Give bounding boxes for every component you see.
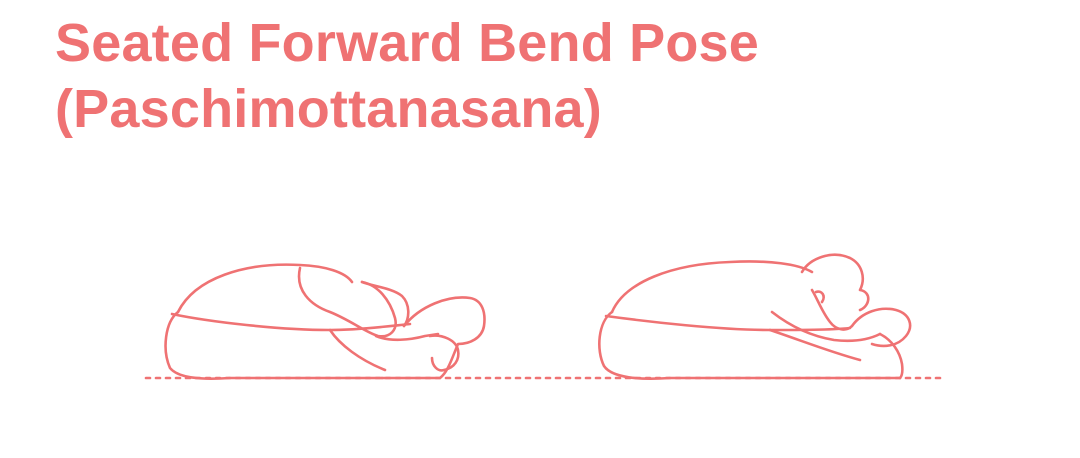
figure-right [598, 253, 912, 380]
figure-left-back [176, 263, 354, 314]
figure-left [164, 263, 486, 380]
figure-right-hands [850, 307, 912, 348]
figure-right-ear [814, 290, 825, 304]
figure-left-hand [428, 334, 460, 372]
figure-right-back [610, 260, 814, 314]
figure-left-forearm [374, 332, 440, 342]
figure-left-feet [380, 296, 486, 380]
figure-right-waist [604, 314, 852, 332]
figure-left-waist [170, 312, 412, 332]
figure-left-hips [164, 310, 384, 380]
figure-left-knee [328, 328, 387, 372]
figure-left-head [360, 280, 410, 328]
page-title: Seated Forward Bend Pose (Paschimottanas… [55, 10, 759, 142]
figure-right-leg [768, 328, 862, 362]
title-line-1: Seated Forward Bend Pose [55, 13, 759, 73]
figure-right-arm [770, 310, 882, 343]
figure-right-hips [598, 310, 902, 380]
figure-right-face [810, 288, 854, 331]
title-line-2: (Paschimottanasana) [55, 79, 602, 139]
figure-right-feet [878, 332, 904, 380]
figure-right-hair [800, 253, 870, 312]
